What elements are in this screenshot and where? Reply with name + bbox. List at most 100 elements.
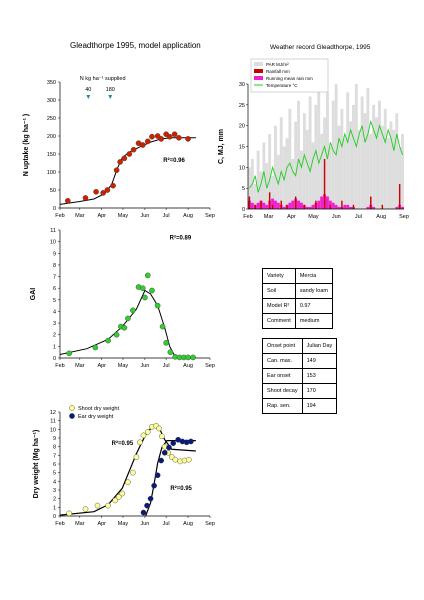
par-bar <box>386 138 390 209</box>
weather-y-tick-label: 0 <box>242 207 245 213</box>
ear-dry-weight-point <box>170 440 177 447</box>
ear-dry-weight-point <box>140 509 147 516</box>
mean-rain-bar <box>343 204 347 209</box>
mean-rain-bar <box>256 202 260 209</box>
par-bar <box>259 171 263 209</box>
ear-dry-weight-point <box>151 482 157 489</box>
ear-dry-weight-point <box>147 495 154 502</box>
par-bar <box>340 109 344 209</box>
gai-y-tick-label: 11 <box>50 228 56 234</box>
fertiliser-marker <box>108 95 113 99</box>
rain-bar <box>286 204 288 209</box>
par-bar <box>328 146 332 209</box>
par-bar <box>262 142 266 209</box>
mean-rain-bar <box>282 206 286 209</box>
dry-weight-x-tick-label: Jun <box>140 521 149 527</box>
par-bar <box>349 121 352 209</box>
legend-ear-label: Ear dry weight <box>78 414 114 420</box>
ear-r2-label: R²=0.95 <box>170 485 192 492</box>
n-uptake-point <box>82 195 89 201</box>
par-bar <box>308 96 312 209</box>
n-uptake-x-tick-label: May <box>118 213 129 219</box>
table-cell: Shoot decay <box>262 383 303 399</box>
mean-rain-bar <box>334 204 338 209</box>
mean-rain-bar <box>320 196 324 209</box>
par-bar <box>302 113 306 209</box>
table-cell: 149 <box>301 353 338 369</box>
table-cell: Soil <box>262 283 296 299</box>
n-uptake-point <box>110 182 116 189</box>
table-row: Comment medium <box>262 313 333 329</box>
shoot-dry-weight-point <box>105 502 111 509</box>
mean-rain-bar <box>305 206 309 209</box>
dry-weight-y-tick-label: 12 <box>50 410 56 416</box>
dry-weight-x-tick-label: May <box>118 521 129 527</box>
rain-bar <box>268 192 271 209</box>
page-title: Gleadthorpe 1995, model application <box>70 41 201 50</box>
mean-rain-bar <box>349 206 352 209</box>
table-cell: 0.97 <box>294 298 333 314</box>
mean-rain-bar <box>265 204 269 209</box>
gai-point <box>66 350 72 357</box>
dry-weight-y-tick-label: 8 <box>53 445 56 451</box>
gai-y-tick-label: 2 <box>53 333 56 339</box>
par-bar <box>331 100 335 209</box>
dry-weight-y-tick-label: 10 <box>50 427 56 433</box>
mean-rain-bar <box>271 198 274 209</box>
dry-weight-y-tick-label: 9 <box>53 436 56 442</box>
mean-rain-bar <box>297 200 300 209</box>
gai-x-tick-label: May <box>118 363 129 369</box>
shoot-dry-weight-point <box>82 506 89 512</box>
temperature-line <box>249 119 403 193</box>
table-row: Ear onset 153 <box>262 368 338 384</box>
dry-weight-y-tick-label: 3 <box>53 488 56 494</box>
shoot-dry-weight-point <box>115 494 122 500</box>
table-row: Rap. sen. 194 <box>262 398 338 414</box>
gai-y-tick-label: 4 <box>53 309 56 315</box>
mean-rain-bar <box>311 204 315 209</box>
n-uptake-point <box>171 131 178 137</box>
gai-point <box>142 294 148 301</box>
n-uptake-x-tick-label: Mar <box>75 213 85 219</box>
ear-dry-weight-point <box>154 472 161 479</box>
mean-rain-bar <box>262 202 266 209</box>
par-bar <box>366 88 370 209</box>
par-bar <box>279 117 283 209</box>
gai-x-tick-label: Mar <box>75 363 85 369</box>
par-bar <box>311 142 315 209</box>
par-bar <box>334 84 338 209</box>
ear-dry-weight-point <box>161 449 168 456</box>
ear-model-line <box>145 440 196 517</box>
mean-rain-bar <box>401 206 404 209</box>
weather-legend-swatch <box>254 76 263 80</box>
mean-rain-bar <box>317 200 321 209</box>
dry-weight-x-tick-label: Jul <box>163 521 170 527</box>
n-uptake-x-tick-label: Jun <box>140 213 149 219</box>
gai-point <box>139 285 146 291</box>
table-cell: Julian Day <box>301 338 338 354</box>
n-uptake-point <box>144 138 151 145</box>
par-bar <box>401 134 404 209</box>
table-cell: Mercia <box>294 268 333 284</box>
shoot-dry-weight-point <box>133 454 140 460</box>
table-cell: Onset point <box>262 338 303 354</box>
legend-ear-marker <box>69 413 75 419</box>
mean-rain-bar <box>331 202 335 209</box>
table-cell: Rap. sen. <box>262 398 303 414</box>
n-uptake-x-tick-label: Jul <box>163 213 170 219</box>
ear-dry-weight-point <box>188 438 194 445</box>
par-bar <box>268 134 272 209</box>
gai-y-tick-label: 5 <box>53 298 56 304</box>
weather-x-tick-label: Jun <box>332 214 341 220</box>
dry-weight-x-tick-label: Aug <box>183 521 193 527</box>
gai-x-tick-label: Aug <box>183 363 193 369</box>
gai-point <box>159 323 166 330</box>
gai-point <box>130 307 136 314</box>
weather-x-tick-label: Apr <box>287 214 296 220</box>
shoot-dry-weight-point <box>130 469 136 476</box>
n-uptake-y-axis-label: N uptake (kg ha⁻¹ ) <box>23 114 30 176</box>
dry-weight-x-tick-label: Feb <box>55 521 64 527</box>
par-bar <box>305 129 309 209</box>
n-uptake-x-tick-label: Aug <box>183 213 193 219</box>
par-bar <box>343 138 347 209</box>
